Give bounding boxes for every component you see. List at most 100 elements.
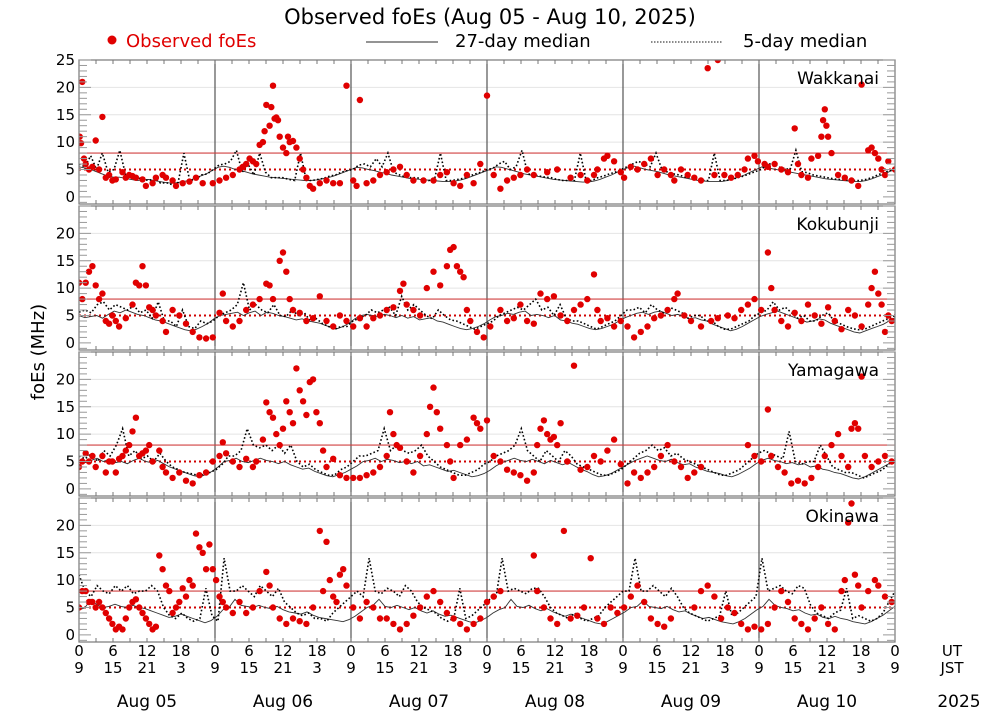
x-tick-label-ut: 18 <box>851 642 870 660</box>
observed-point <box>410 612 417 619</box>
observed-point <box>132 414 140 421</box>
observed-point <box>657 312 665 319</box>
observed-point <box>336 472 344 479</box>
observed-point <box>784 598 792 606</box>
observed-point <box>758 306 765 314</box>
observed-point <box>410 469 417 476</box>
observed-point <box>303 620 310 628</box>
observed-point <box>109 458 116 465</box>
observed-point <box>487 323 494 330</box>
y-tick-label: 20 <box>56 224 75 242</box>
observed-point <box>845 519 852 526</box>
observed-point <box>691 469 698 476</box>
observed-point <box>707 317 715 325</box>
observed-point <box>838 326 845 333</box>
observed-point <box>105 320 113 327</box>
x-axis-ut-name: UT <box>942 642 963 660</box>
observed-point <box>644 323 651 330</box>
x-tick-label-ut: 0 <box>754 642 764 660</box>
observed-point <box>554 166 561 173</box>
observed-point <box>222 604 230 611</box>
x-axis-jst-name: JST <box>939 659 964 677</box>
observed-point <box>584 177 591 184</box>
observed-point <box>182 593 190 600</box>
observed-point <box>172 604 180 611</box>
observed-point <box>99 604 106 611</box>
median-27day-line <box>79 309 895 334</box>
observed-point <box>604 447 611 454</box>
observed-point <box>209 566 216 573</box>
observed-point <box>630 334 638 341</box>
observed-point <box>590 452 598 460</box>
observed-point <box>530 552 537 559</box>
observed-point <box>95 598 103 606</box>
observed-point <box>356 96 364 104</box>
observed-point <box>768 284 775 292</box>
observed-point <box>152 623 160 630</box>
observed-point <box>316 180 323 187</box>
observed-point <box>778 166 785 173</box>
observed-point <box>470 414 477 421</box>
observed-point <box>821 452 828 460</box>
observed-point <box>547 615 554 622</box>
observed-point <box>798 171 805 179</box>
observed-point <box>804 174 812 181</box>
observed-point <box>330 455 337 462</box>
observed-point <box>791 309 798 316</box>
observed-point <box>704 582 711 589</box>
observed-point <box>858 604 865 611</box>
observed-point <box>855 182 862 190</box>
observed-point <box>176 312 183 319</box>
observed-point <box>517 472 524 479</box>
observed-point <box>259 436 267 443</box>
x-tick-label-ut: 6 <box>652 642 662 660</box>
observed-point <box>577 466 584 473</box>
observed-point <box>477 160 484 168</box>
observed-point <box>416 312 424 319</box>
observed-point <box>823 122 830 129</box>
observed-point <box>253 160 260 168</box>
observed-point <box>804 301 812 308</box>
observed-point <box>711 171 718 179</box>
observed-point <box>774 463 782 471</box>
station-label: Okinawa <box>806 507 879 527</box>
observed-point <box>610 436 618 443</box>
observed-point <box>340 566 347 573</box>
observed-point <box>122 315 129 322</box>
observed-point <box>503 317 511 325</box>
observed-point <box>490 171 497 179</box>
observed-point <box>430 268 437 275</box>
observed-point <box>149 180 156 187</box>
observed-point <box>196 334 203 341</box>
observed-point <box>610 323 618 330</box>
observed-point <box>268 103 275 111</box>
observed-point <box>146 620 153 628</box>
panel-okinawa: 0 5 10 15 20 Okinawa <box>56 497 896 644</box>
observed-point <box>821 106 828 113</box>
x-tick-label-jst: 9 <box>482 659 492 677</box>
observed-point <box>620 174 628 181</box>
observed-point <box>343 82 350 89</box>
observed-point <box>286 295 293 303</box>
observed-point <box>279 425 287 432</box>
x-tick-label-ut: 12 <box>817 642 836 660</box>
observed-point <box>503 177 511 184</box>
observed-point <box>727 174 735 181</box>
observed-point <box>309 604 317 611</box>
observed-point <box>212 576 220 584</box>
observed-point <box>845 306 852 314</box>
observed-point <box>206 541 213 548</box>
observed-point <box>447 458 454 465</box>
observed-point <box>657 452 665 460</box>
station-label: Yamagawa <box>787 361 879 381</box>
observed-point <box>396 287 404 295</box>
panel-wakkanai: 0 5 10 15 20 25 Wakkanai <box>56 51 896 206</box>
observed-point <box>243 306 250 314</box>
observed-point <box>467 317 474 325</box>
observed-point <box>283 620 290 628</box>
observed-point <box>350 177 357 184</box>
observed-point <box>330 323 337 330</box>
observed-point <box>717 615 725 622</box>
observed-point <box>453 263 461 270</box>
observed-point <box>293 144 300 151</box>
